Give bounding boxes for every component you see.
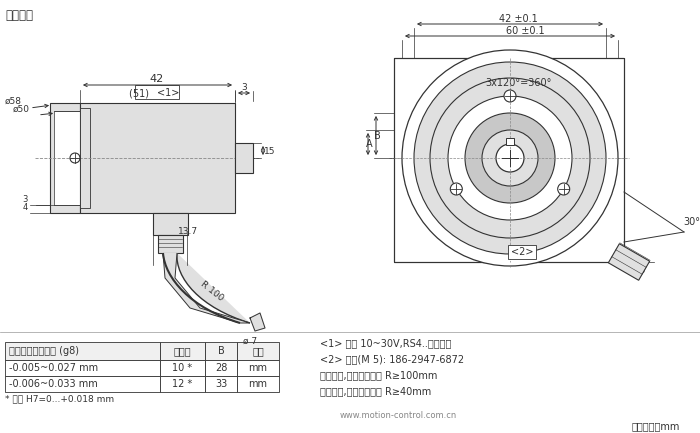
Text: -0.005~0.027 mm: -0.005~0.027 mm — [9, 363, 98, 373]
Bar — [205, 360, 237, 376]
Text: 13.7: 13.7 — [178, 226, 198, 236]
Circle shape — [558, 183, 570, 195]
Bar — [235, 143, 253, 173]
Bar — [160, 342, 205, 360]
Text: 3x120°=360°: 3x120°=360° — [485, 78, 551, 88]
Text: 17: 17 — [636, 265, 648, 275]
Circle shape — [448, 96, 572, 220]
Text: 单位: 单位 — [252, 346, 264, 356]
Text: 3: 3 — [22, 196, 28, 204]
Text: ø 7: ø 7 — [243, 336, 257, 346]
Bar — [80, 103, 235, 213]
Text: mm: mm — [248, 379, 267, 389]
Bar — [153, 213, 188, 235]
Bar — [394, 58, 624, 262]
Polygon shape — [250, 313, 265, 331]
Text: * 公差 H7=0...+0.018 mm: * 公差 H7=0...+0.018 mm — [5, 394, 114, 404]
Bar — [5, 342, 160, 360]
Bar — [624, 262, 684, 322]
Circle shape — [430, 78, 590, 238]
Text: 42: 42 — [150, 74, 164, 84]
Circle shape — [465, 113, 555, 203]
Text: 弹性安装,电缆弯曲半径 R≥100mm: 弹性安装,电缆弯曲半径 R≥100mm — [320, 370, 438, 380]
Circle shape — [414, 62, 606, 254]
Bar — [237, 360, 279, 376]
Bar — [205, 376, 237, 392]
Text: 30°: 30° — [683, 217, 700, 227]
Bar — [54, 111, 80, 205]
Text: R 100: R 100 — [199, 279, 225, 303]
Text: <1> 直流 10~30V,RS4..架的数值: <1> 直流 10~30V,RS4..架的数值 — [320, 338, 452, 348]
Circle shape — [496, 144, 524, 172]
Text: -0.006~0.033 mm: -0.006~0.033 mm — [9, 379, 98, 389]
Text: 同步法兰: 同步法兰 — [5, 9, 33, 22]
Text: 10 *: 10 * — [172, 363, 192, 373]
Text: 33: 33 — [215, 379, 227, 389]
Text: 空心轴: 空心轴 — [173, 346, 191, 356]
Bar — [80, 108, 90, 208]
Circle shape — [402, 50, 618, 266]
Bar — [5, 360, 160, 376]
Bar — [508, 245, 536, 259]
Text: www.motion-control.com.cn: www.motion-control.com.cn — [340, 410, 457, 420]
Bar — [50, 103, 80, 213]
Text: (51): (51) — [129, 88, 152, 98]
Text: 安装轴的尺寸要求 (g8): 安装轴的尺寸要求 (g8) — [9, 346, 79, 356]
Bar — [237, 342, 279, 360]
Bar — [160, 376, 205, 392]
Text: <1>: <1> — [157, 88, 179, 98]
Text: B: B — [374, 131, 381, 141]
PathPatch shape — [177, 253, 250, 323]
Text: ø50: ø50 — [13, 104, 30, 113]
Circle shape — [450, 183, 462, 195]
Bar — [5, 376, 160, 392]
Circle shape — [504, 90, 516, 102]
Bar — [334, 0, 394, 58]
Text: 12 *: 12 * — [172, 379, 192, 389]
Text: 60 ±0.1: 60 ±0.1 — [505, 26, 545, 36]
Text: 尺寸单位：mm: 尺寸单位：mm — [631, 421, 680, 431]
Bar — [158, 235, 183, 253]
Bar — [506, 138, 514, 145]
Bar — [334, 262, 394, 322]
Text: <2> 安装(M 5): 186-2947-6872: <2> 安装(M 5): 186-2947-6872 — [320, 354, 464, 364]
Text: 固定安装,电缆弯曲半径 R≥40mm: 固定安装,电缆弯曲半径 R≥40mm — [320, 386, 431, 396]
Bar — [237, 376, 279, 392]
Text: 3: 3 — [241, 84, 247, 93]
Circle shape — [482, 130, 538, 186]
Text: mm: mm — [248, 363, 267, 373]
Text: B: B — [218, 346, 225, 356]
PathPatch shape — [163, 253, 250, 323]
Bar — [205, 342, 237, 360]
Text: <2>: <2> — [511, 247, 533, 257]
Text: 4: 4 — [22, 204, 28, 213]
Bar — [624, 0, 684, 58]
Text: 15: 15 — [265, 146, 276, 155]
Bar — [160, 360, 205, 376]
Text: ø58: ø58 — [5, 97, 22, 106]
Text: 42 ±0.1: 42 ±0.1 — [498, 14, 538, 24]
Bar — [394, 58, 624, 262]
Text: A: A — [366, 139, 373, 149]
Text: 28: 28 — [215, 363, 228, 373]
Polygon shape — [608, 244, 650, 280]
Bar — [135, 85, 179, 99]
